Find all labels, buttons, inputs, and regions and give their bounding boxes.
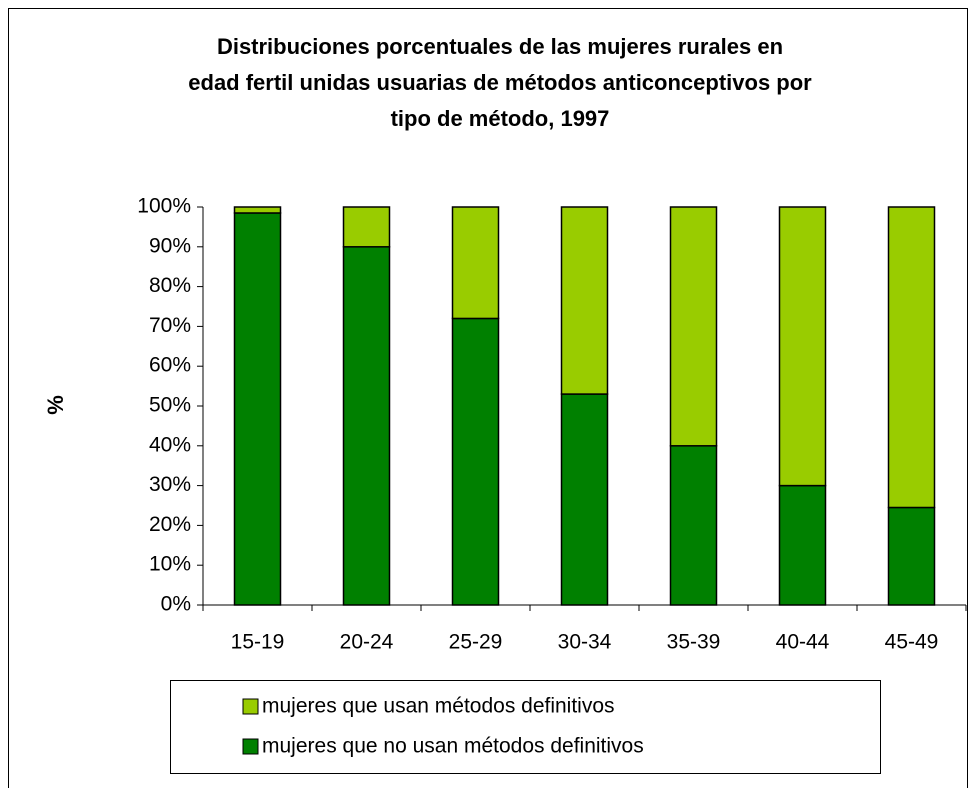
legend-swatch: [242, 738, 259, 755]
bar-segment: [342, 206, 391, 248]
y-tick-label: 20%: [149, 513, 191, 536]
x-tick-label: 40-44: [776, 631, 830, 654]
y-axis-label: %: [43, 395, 68, 415]
x-tick-label: 20-24: [340, 631, 394, 654]
legend-label: mujeres que no usan métodos definitivos: [262, 735, 644, 758]
y-tick-label: 10%: [149, 553, 191, 576]
bar-segment: [887, 206, 936, 509]
y-tick-label: 30%: [149, 473, 191, 496]
y-tick-label: 0%: [161, 593, 191, 616]
bar-segment: [778, 484, 827, 606]
y-tick-label: 60%: [149, 354, 191, 377]
bar-segment: [669, 206, 718, 447]
bar-segment: [560, 206, 609, 395]
x-tick-label: 30-34: [558, 631, 612, 654]
chart-title: edad fertil unidas usuarias de métodos a…: [188, 70, 812, 95]
chart-title: Distribuciones porcentuales de las mujer…: [217, 34, 783, 59]
x-tick-label: 35-39: [667, 631, 721, 654]
bar-segment: [669, 445, 718, 606]
legend-box: [170, 680, 881, 774]
chart-title: tipo de método, 1997: [391, 106, 610, 131]
bar-segment: [887, 506, 936, 606]
bar-segment: [451, 206, 500, 320]
x-tick-label: 45-49: [885, 631, 939, 654]
x-tick-label: 25-29: [449, 631, 503, 654]
bar-segment: [778, 206, 827, 487]
x-tick-label: 15-19: [231, 631, 285, 654]
bar-segment: [233, 206, 282, 214]
legend-label: mujeres que usan métodos definitivos: [262, 695, 615, 718]
legend-swatch: [242, 698, 259, 715]
bar-segment: [233, 212, 282, 606]
y-tick-label: 90%: [149, 234, 191, 257]
bar-segment: [560, 393, 609, 606]
y-tick-label: 70%: [149, 314, 191, 337]
y-tick-label: 40%: [149, 433, 191, 456]
y-tick-label: 50%: [149, 394, 191, 417]
bar-segment: [342, 246, 391, 606]
y-tick-label: 80%: [149, 274, 191, 297]
bar-segment: [451, 317, 500, 606]
y-tick-label: 100%: [137, 195, 191, 218]
